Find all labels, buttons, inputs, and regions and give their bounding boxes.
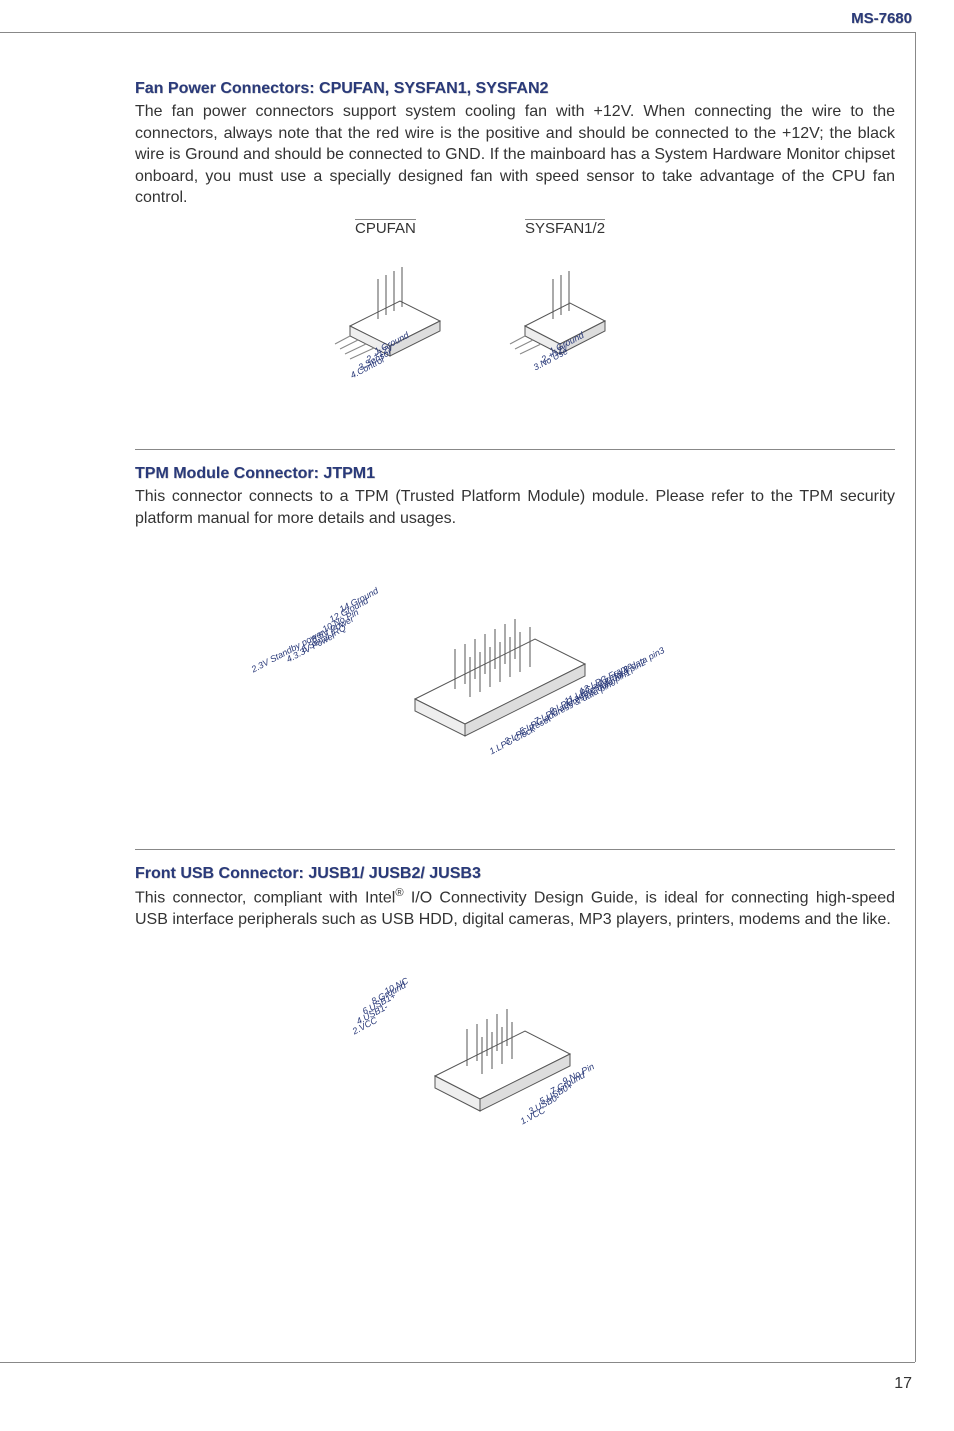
header-model: MS-7680 [851,10,912,27]
page-right-rule [915,32,916,1362]
usb-body: This connector, compliant with Intel® I/… [135,886,895,931]
usb-body-sup: ® [395,887,403,899]
tpm-diagram: 14.Ground 12.Ground 10.No Pin 8.5V Power… [135,539,895,819]
sysfan-connector-icon [505,241,655,391]
fan-diagram: CPUFAN SYSFAN1/2 [135,219,895,419]
usb-diagram: 10.NC 8.Ground 6.USB1+ 4.USB1- 2.VCC 9.N… [135,941,895,1161]
tpm-body: This connector connects to a TPM (Truste… [135,486,895,529]
divider-1 [135,449,895,450]
page-number: 17 [894,1375,912,1393]
fan-title: Fan Power Connectors: CPUFAN, SYSFAN1, S… [135,80,895,98]
section-usb: Front USB Connector: JUSB1/ JUSB2/ JUSB3… [135,865,895,1161]
fan-body: The fan power connectors support system … [135,101,895,209]
page-top-rule [0,32,915,33]
tpm-pin-l6: 2.3V Standby power [250,628,326,675]
section-fan: Fan Power Connectors: CPUFAN, SYSFAN1, S… [135,80,895,419]
cpufan-label: CPUFAN [355,219,416,239]
section-tpm: TPM Module Connector: JTPM1 This connect… [135,465,895,819]
usb-title: Front USB Connector: JUSB1/ JUSB2/ JUSB3 [135,865,895,883]
divider-2 [135,849,895,850]
sysfan-label: SYSFAN1/2 [525,219,605,239]
main-content: Fan Power Connectors: CPUFAN, SYSFAN1, S… [135,80,895,1181]
page-bottom-rule [0,1362,915,1363]
tpm-title: TPM Module Connector: JTPM1 [135,465,895,483]
usb-body-pre: This connector, compliant with Intel [135,889,395,906]
